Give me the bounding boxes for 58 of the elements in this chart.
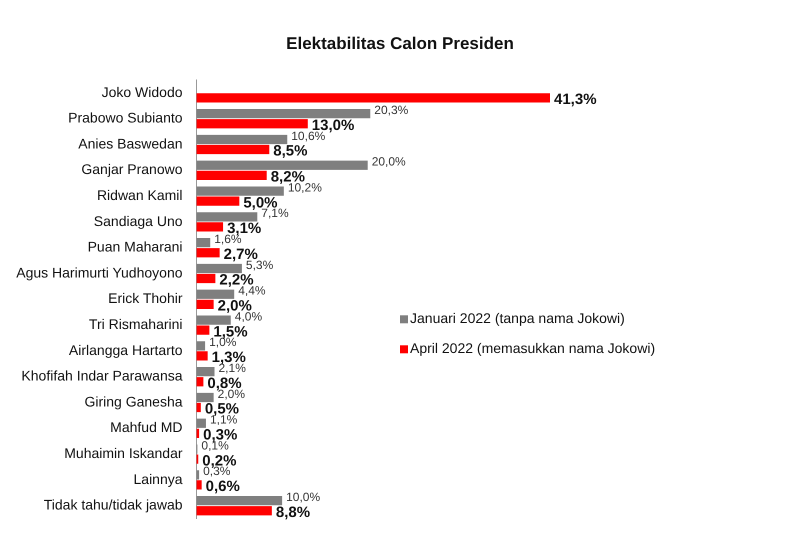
bar (196, 326, 210, 335)
data-label: 8,5% (273, 142, 308, 160)
bar (196, 196, 240, 206)
y-tick-label: Sandiaga Uno (94, 212, 183, 229)
legend-label: Januari 2022 (tanpa nama Jokowi) (410, 310, 625, 326)
y-tick-label: Airlangga Hartarto (68, 342, 183, 358)
y-tick-label: Giring Ganesha (84, 393, 183, 410)
y-tick-label: Anies Baswedan (78, 135, 183, 152)
data-label: 5,3% (246, 258, 274, 272)
y-tick-label: Mahfud MD (110, 419, 183, 436)
bar (196, 377, 204, 386)
bar (196, 212, 258, 222)
bar (196, 134, 288, 144)
data-label: 20,0% (372, 154, 406, 169)
y-tick-label: Tidak tahu/tidak jawab (44, 496, 183, 513)
y-tick-label: Prabowo Subianto (68, 110, 183, 126)
bar (196, 402, 201, 412)
bar (196, 170, 267, 180)
bar (196, 506, 272, 516)
data-label: 41,3% (554, 91, 597, 108)
data-label: 8,8% (276, 504, 310, 521)
data-label: 0,2% (202, 452, 236, 470)
data-label: 4,4% (238, 284, 266, 298)
bar (196, 119, 308, 128)
y-tick-label: Ganjar Pranowo (81, 161, 183, 178)
bar (196, 93, 550, 103)
y-tick-label: Tri Rismaharini (88, 316, 183, 332)
y-tick-label: Khofifah Indar Parawansa (21, 368, 183, 384)
y-tick-label: Lainnya (133, 470, 183, 487)
bar (196, 264, 242, 274)
legend-label: April 2022 (memasukkan nama Jokowi) (410, 340, 656, 356)
bar (196, 248, 220, 258)
data-label: 0,6% (206, 478, 240, 496)
y-tick-label: Muhaimin Iskandar (64, 444, 183, 461)
y-tick-label: Joko Widodo (102, 84, 183, 100)
data-label: 20,3% (374, 102, 409, 117)
y-tick-label: Agus Harimurti Yudhoyono (16, 264, 183, 280)
bar (196, 351, 208, 361)
bar (196, 496, 282, 506)
bar (196, 341, 206, 350)
bar (196, 418, 206, 428)
bar (196, 290, 234, 299)
bar (196, 315, 231, 325)
chart-title: Elektabilitas Calon Presiden (285, 34, 515, 54)
bar (196, 274, 216, 284)
bar (196, 109, 370, 118)
bar (196, 392, 214, 402)
y-tick-label: Erick Thohir (108, 290, 183, 306)
bar (196, 160, 368, 170)
data-label: 10,0% (286, 490, 320, 504)
bar (196, 300, 214, 309)
y-tick-label: Ridwan Kamil (96, 186, 183, 203)
bar (196, 144, 270, 154)
y-tick-label: Puan Maharani (88, 238, 183, 255)
bar (196, 238, 210, 248)
bar (196, 186, 284, 196)
bar (196, 222, 224, 232)
bar (196, 367, 215, 376)
